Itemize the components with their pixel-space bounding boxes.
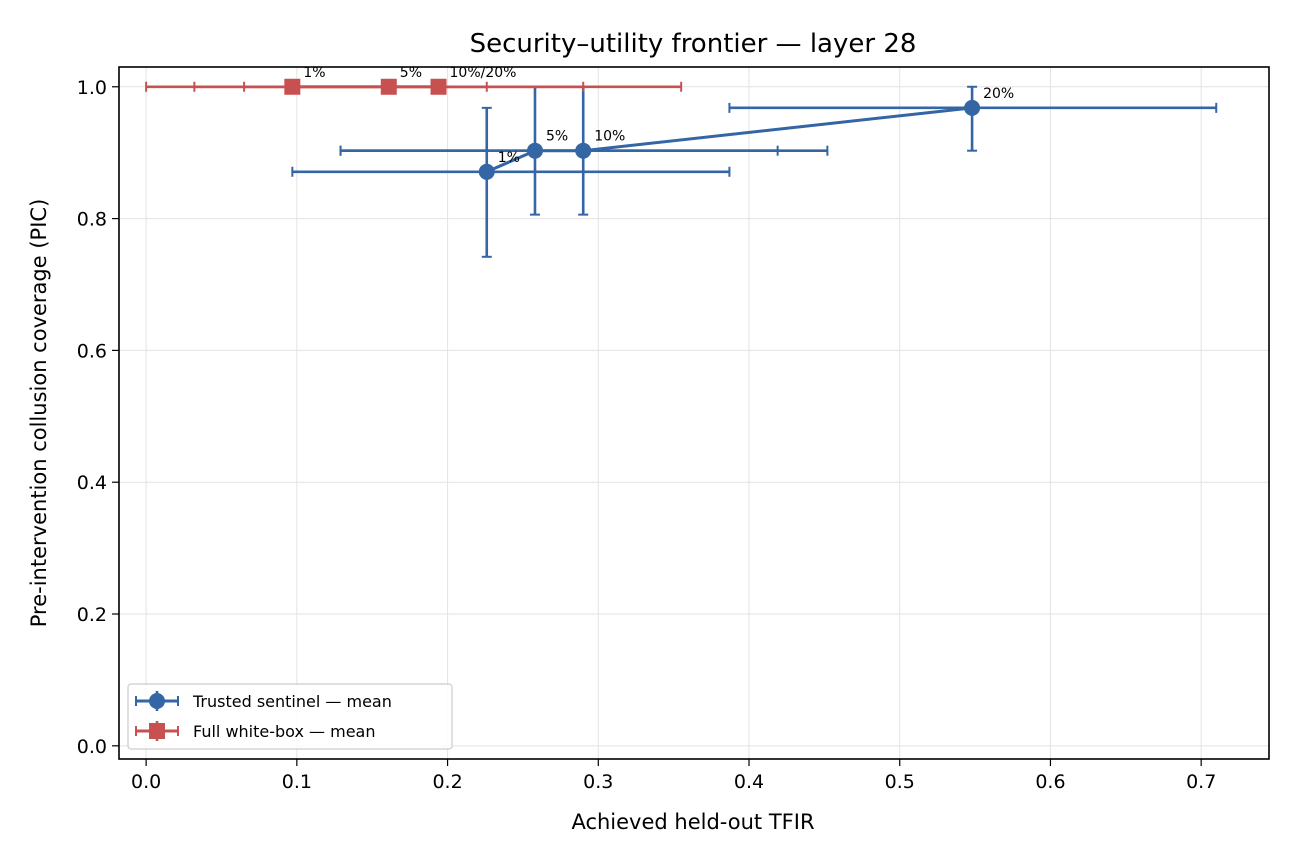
point-label: 1% — [498, 150, 520, 166]
legend-label: Trusted sentinel — mean — [192, 692, 392, 711]
point-annotations: 1% 5% 10% 20% 1% 5% 10%/20% — [303, 65, 1014, 166]
data-point — [526, 142, 543, 159]
x-tick-label: 0.3 — [583, 771, 613, 793]
x-tick-label: 0.4 — [734, 771, 764, 793]
legend-item: Full white-box — mean — [135, 721, 375, 741]
series-2 — [145, 78, 683, 95]
data-point — [478, 163, 495, 180]
plot-frame — [118, 66, 1270, 760]
grid — [119, 67, 1269, 759]
data-point — [380, 78, 397, 95]
y-tick-label: 0.2 — [77, 604, 107, 626]
legend-marker — [149, 693, 165, 709]
y-tick-label: 0.0 — [77, 736, 107, 758]
data-point — [575, 142, 592, 159]
legend-item: Trusted sentinel — mean — [135, 691, 392, 711]
x-tick-label: 0.5 — [885, 771, 915, 793]
axis-ticks: 0.0 0.1 0.2 0.3 0.4 0.5 0.6 0.7 0.0 0.2 0.4 0.6 0.8 1… — [77, 77, 1217, 793]
x-axis-label: Achieved held-out TFIR — [571, 810, 814, 834]
data-series — [145, 78, 1218, 258]
point-label: 1% — [303, 65, 325, 81]
x-tick-label: 0.2 — [432, 771, 462, 793]
y-tick-label: 1.0 — [77, 77, 107, 99]
legend-label: Full white-box — mean — [193, 722, 375, 741]
legend: Trusted sentinel — mean Full white-box — … — [127, 683, 453, 750]
y-tick-label: 0.6 — [77, 340, 107, 362]
point-label: 5% — [400, 65, 422, 81]
point-label: 10%/20% — [450, 65, 517, 81]
data-point — [430, 78, 447, 95]
y-tick-label: 0.4 — [77, 472, 107, 494]
point-label: 20% — [983, 86, 1014, 102]
x-tick-label: 0.6 — [1035, 771, 1065, 793]
point-label: 5% — [546, 129, 568, 145]
chart-title: Security–utility frontier — layer 28 — [470, 29, 917, 59]
x-tick-label: 0.0 — [131, 771, 161, 793]
x-tick-label: 0.7 — [1186, 771, 1216, 793]
y-tick-label: 0.8 — [77, 209, 107, 231]
data-point — [284, 78, 301, 95]
legend-marker — [149, 723, 165, 739]
series-1 — [291, 85, 1218, 258]
point-label: 10% — [594, 129, 625, 145]
y-axis-label: Pre-intervention collusion coverage (PIC… — [27, 199, 51, 628]
legend-box — [127, 683, 453, 750]
data-point — [964, 99, 981, 116]
x-tick-label: 0.1 — [282, 771, 312, 793]
